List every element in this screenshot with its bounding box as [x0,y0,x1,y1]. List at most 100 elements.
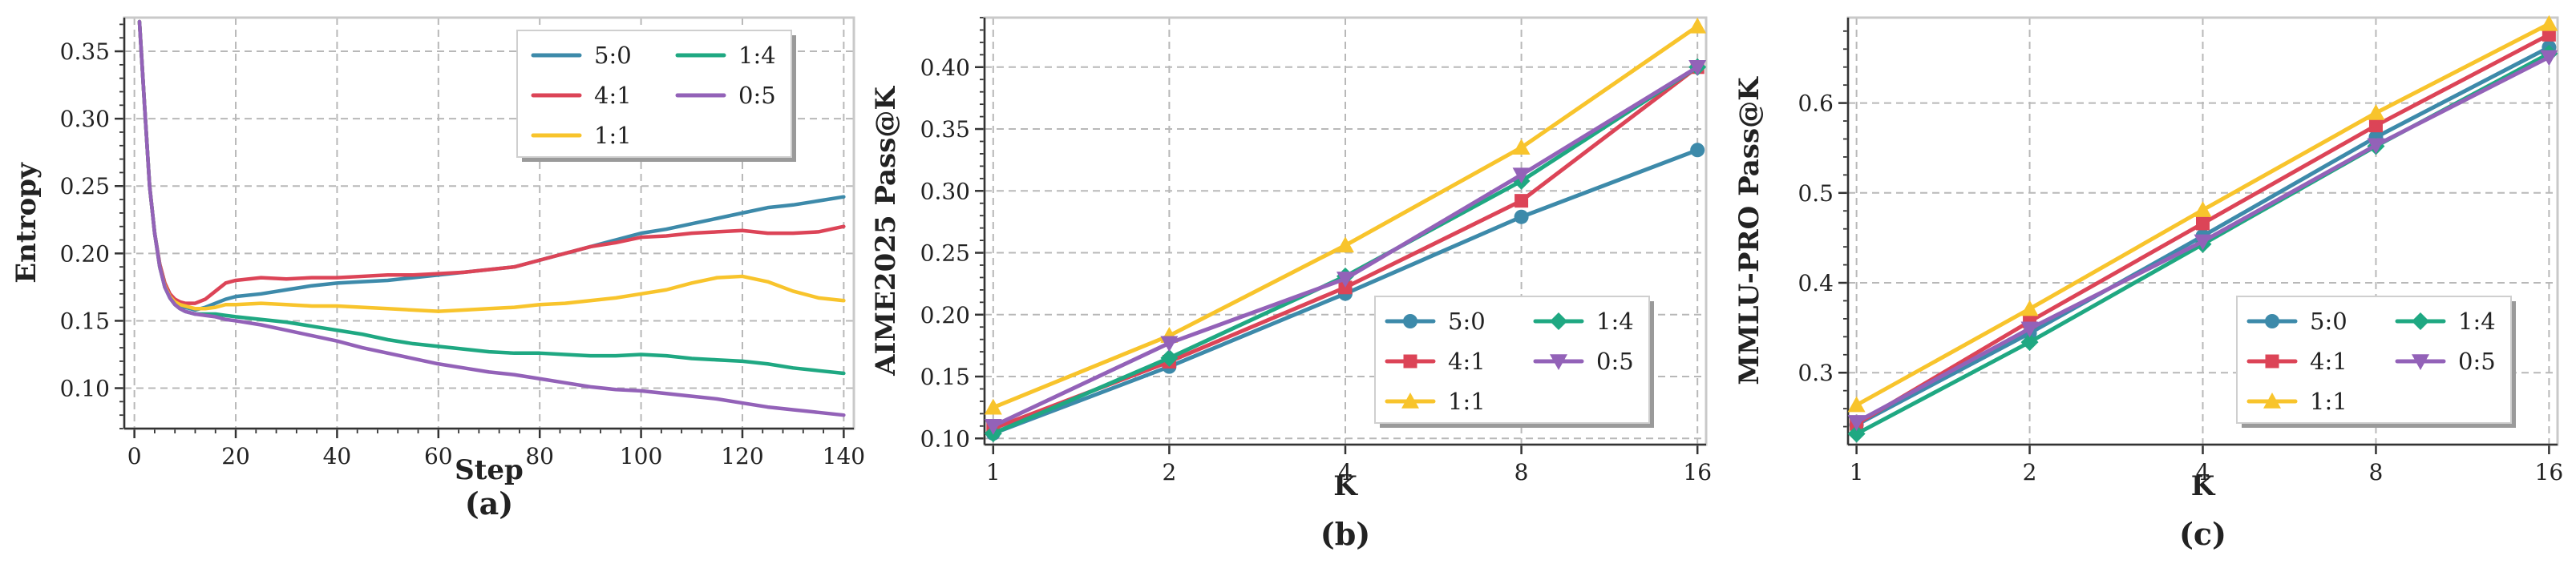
x-axis-title: K [2191,470,2216,502]
y-tick-label: 0.30 [920,178,970,204]
x-axis-title: K [1333,470,1358,502]
series-line-0-5 [137,19,846,417]
x-tick-label: 2 [1162,459,1176,485]
legend-marker [1550,354,1567,370]
y-tick-label: 0.4 [1798,270,1834,296]
data-point-0-5 [2194,234,2212,251]
data-point-5-0 [1690,143,1705,158]
legend-marker [2263,393,2281,409]
legend-marker [1401,393,1419,409]
data-point-4-1 [2196,216,2210,231]
y-tick-label: 0.15 [920,364,970,390]
chart-panel-a: 0.10 0.15 0.20 0.25 0.30 0.35 0 20 40 60 80 100 120 1… [10,16,865,522]
legend-marker [2265,354,2279,369]
legend-marker [2412,354,2429,370]
legend-label: 1:4 [2458,308,2496,335]
legend-marker [2265,314,2279,328]
data-point-0-5 [1512,167,1531,184]
legend-label: 4:1 [594,82,632,109]
data-point-0-5 [1337,272,1354,288]
x-tick-label: 8 [2369,459,2384,485]
data-point-0-5 [1847,415,1866,431]
data-point-0-5 [2020,321,2039,338]
panel-label: (b) [1320,516,1371,552]
data-point-0-5 [984,419,1002,435]
legend-label: 1:1 [2310,388,2348,415]
data-point-0-5 [1688,59,1707,76]
data-point-0-5 [2540,50,2558,66]
x-tick-label: 60 [424,443,453,469]
y-axis-title: Entropy [10,162,42,284]
x-tick-label: 140 [823,443,865,469]
x-tick-label: 100 [620,443,662,469]
legend-label: 5:0 [2310,308,2348,335]
legend: 5:0 4:1 1:1 1:4 0:5 [1374,296,1654,428]
legend-label: 1:4 [1596,308,1634,335]
data-point-4-1 [1514,194,1529,208]
legend-label: 4:1 [1448,348,1486,375]
x-tick-label: 16 [1683,459,1712,485]
x-tick-label: 4 [2196,459,2210,485]
y-tick-label: 0.3 [1798,360,1834,386]
y-tick-label: 0.6 [1798,91,1834,117]
x-tick-label: 20 [221,443,250,469]
x-tick-label: 8 [1514,459,1529,485]
legend-label: 1:4 [738,42,776,69]
chart-panel-b: 0.10 0.15 0.20 0.25 0.30 0.35 0.40 1 2 4 8 16 K AIME2… [870,16,1712,552]
legend-label: 1:1 [594,122,632,149]
data-point-1-4 [1847,425,1866,443]
legend: 5:0 4:1 1:1 1:4 0:5 [516,30,796,162]
x-tick-label: 1 [986,459,1001,485]
legend-marker [1403,354,1417,369]
x-tick-label: 120 [721,443,763,469]
legend-label: 0:5 [738,82,776,109]
legend-marker [2412,312,2429,330]
legend-label: 5:0 [1448,308,1486,335]
data-point-1-1 [2020,300,2039,316]
legend-label: 4:1 [2310,348,2348,375]
x-tick-label: 4 [1338,459,1353,485]
x-tick-label: 40 [323,443,352,469]
y-tick-label: 0.5 [1798,180,1834,207]
y-tick-label: 0.10 [60,376,110,402]
x-tick-label: 80 [525,443,554,469]
data-point-1-1 [1847,396,1866,413]
legend-marker [1403,314,1417,328]
data-point-1-1 [1512,139,1531,155]
y-tick-label: 0.35 [60,38,110,65]
y-axis-title: MMLU-PRO Pass@K [1733,76,1765,385]
legend-label: 1:1 [1448,388,1486,415]
data-point-4-1 [2542,27,2556,42]
data-point-4-1 [2368,119,2383,133]
y-axis-title: AIME2025 Pass@K [870,86,902,377]
legend-label: 0:5 [2458,348,2496,375]
y-tick-label: 0.15 [60,308,110,334]
legend-marker [1550,312,1567,330]
legend-label: 0:5 [1596,348,1634,375]
y-tick-label: 0.20 [920,302,970,328]
legend: 5:0 4:1 1:1 1:4 0:5 [2236,296,2516,428]
data-point-1-1 [1337,236,1354,253]
data-point-5-0 [1514,209,1529,224]
y-tick-label: 0.10 [920,425,970,452]
x-axis-title: Step [455,454,524,486]
y-tick-label: 0.40 [920,54,970,81]
data-point-0-5 [1160,336,1179,352]
y-tick-label: 0.25 [920,240,970,267]
data-point-1-1 [2367,103,2385,120]
data-point-1-4 [2020,333,2039,352]
y-tick-label: 0.20 [60,240,110,267]
data-point-1-1 [2540,14,2558,31]
legend-label: 5:0 [594,42,632,69]
y-tick-label: 0.25 [60,173,110,199]
x-tick-label: 2 [2023,459,2037,485]
panel-label: (c) [2179,516,2226,552]
series-line-4-1 [137,19,846,305]
x-tick-label: 0 [127,443,142,469]
data-point-1-1 [2194,201,2212,217]
chart-panel-c: 0.3 0.4 0.5 0.6 1 2 4 8 16 K MMLU-PRO Pass@K (c) 5:0… [1733,14,2563,552]
data-point-1-1 [984,398,1002,415]
data-point-0-5 [2367,138,2385,155]
